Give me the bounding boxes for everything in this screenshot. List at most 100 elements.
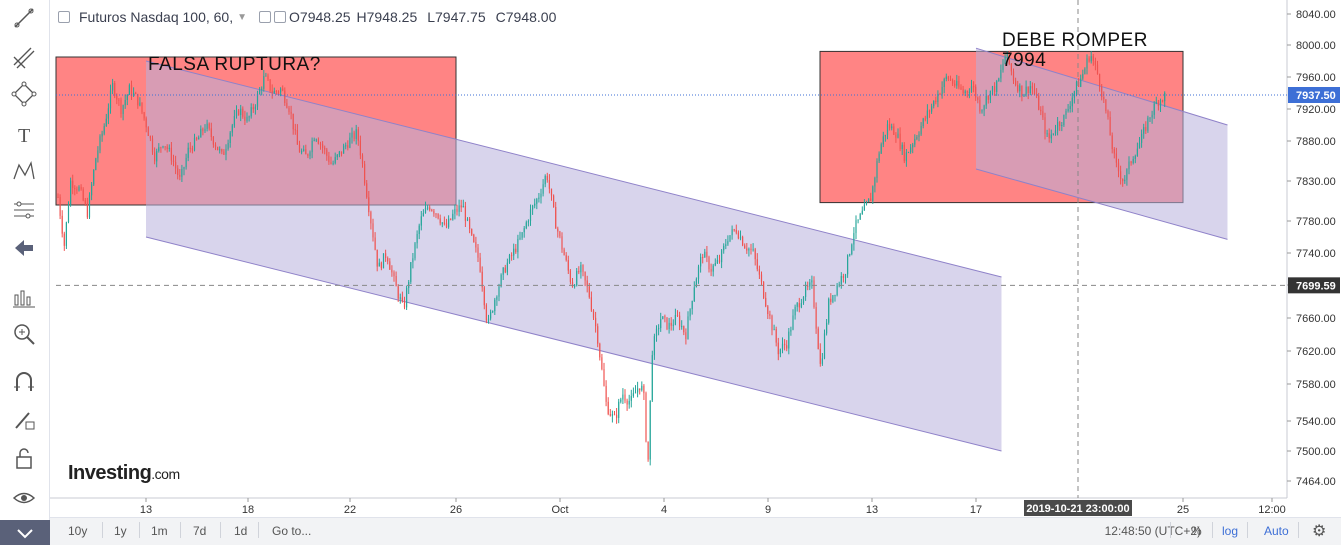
candle-body — [725, 244, 727, 246]
candle-body — [775, 329, 777, 343]
candle-body — [397, 286, 399, 299]
candle-body — [737, 232, 739, 239]
candle-body — [275, 91, 277, 92]
candle-body — [592, 310, 595, 318]
candle-body — [532, 205, 534, 210]
candle-body — [498, 286, 500, 297]
settings-icon[interactable] — [259, 11, 272, 23]
bar-chart-icon[interactable] — [8, 284, 40, 312]
candle-body — [943, 79, 945, 87]
candle-body — [458, 205, 460, 212]
range-1y[interactable]: 1y — [114, 524, 127, 538]
x-tick-label: 12:00 — [1258, 504, 1286, 516]
range-1m[interactable]: 1m — [151, 524, 168, 538]
chevron-down-icon[interactable]: ▼ — [237, 11, 248, 23]
candle-body — [254, 106, 256, 110]
candle-body — [403, 301, 406, 308]
candle-body — [303, 149, 305, 151]
gear-icon[interactable] — [274, 11, 287, 23]
candle-body — [277, 91, 280, 93]
candle-body — [653, 336, 655, 356]
annotation-must-break[interactable]: DEBE ROMPER — [1002, 30, 1148, 51]
candle-body — [420, 216, 422, 226]
candle-body — [605, 385, 607, 402]
candle-body — [901, 144, 903, 149]
range-1d[interactable]: 1d — [234, 524, 248, 538]
range-7d[interactable]: 7d — [193, 524, 207, 538]
eye-icon[interactable] — [8, 484, 40, 512]
fib-icon[interactable] — [8, 44, 40, 72]
clock-readout: 12:48:50 (UTC+2) — [1104, 524, 1201, 538]
trend-line-icon[interactable] — [8, 4, 40, 32]
candle-body — [544, 175, 546, 185]
x-tick-label: 13 — [866, 504, 878, 516]
candle-body — [886, 124, 889, 135]
zoom-icon[interactable] — [8, 320, 40, 348]
candle-body — [809, 282, 811, 287]
candle-body — [109, 90, 112, 109]
candle-body — [334, 157, 336, 164]
candle-body — [139, 102, 141, 106]
candle-body — [456, 208, 458, 212]
chevron-down-icon[interactable] — [0, 520, 50, 545]
symbol-label[interactable]: Futuros Nasdaq 100, 60, — [79, 9, 234, 25]
candle-body — [645, 393, 647, 442]
unlock-icon[interactable] — [8, 444, 40, 472]
goto-button[interactable]: Go to... — [272, 524, 312, 538]
y-tick-label: 7740.00 — [1296, 248, 1336, 260]
y-tick-label: 7830.00 — [1296, 176, 1336, 188]
range-10y[interactable]: 10y — [68, 524, 88, 538]
candle-body — [172, 160, 175, 162]
candle-body — [1151, 114, 1153, 118]
percent-toggle[interactable]: % — [1191, 524, 1202, 538]
price-axis[interactable] — [1287, 0, 1341, 517]
candle-body — [357, 129, 359, 141]
candle-body — [175, 162, 177, 169]
chart-header: Futuros Nasdaq 100, 60, ▼ O7948.25 H7948… — [58, 6, 563, 28]
candle-body — [189, 147, 191, 149]
candle-body — [114, 83, 116, 96]
candle-body — [704, 251, 706, 258]
candle-body — [301, 150, 303, 153]
collapse-icon[interactable] — [58, 11, 70, 23]
price-axis-ticks: 7464.00 7500.00 7540.00 7580.00 7620.00 7660.… — [1287, 9, 1336, 488]
candle-body — [292, 113, 294, 130]
candle-body — [469, 218, 471, 229]
candle-body — [519, 237, 521, 239]
candle-body — [1162, 100, 1164, 102]
back-arrow-icon[interactable] — [8, 234, 40, 262]
pattern-icon[interactable] — [8, 80, 40, 108]
annotation-level[interactable]: 7994 — [1002, 50, 1047, 71]
magnet-icon[interactable] — [8, 368, 40, 396]
candle-body — [834, 295, 836, 296]
candle-body — [550, 188, 553, 196]
candle-body — [628, 400, 630, 405]
lock-drawing-icon[interactable] — [8, 406, 40, 434]
measure-icon[interactable] — [8, 196, 40, 224]
candle-body — [464, 206, 466, 221]
candle-body — [1050, 134, 1052, 139]
candle-body — [103, 126, 105, 134]
candle-body — [601, 357, 603, 370]
candle-body — [105, 118, 107, 127]
candle-body — [710, 269, 712, 272]
candle-body — [133, 92, 135, 96]
candle-body — [731, 229, 733, 236]
log-toggle[interactable]: log — [1222, 524, 1239, 538]
last-price-box — [1288, 87, 1340, 103]
candle-body — [324, 147, 326, 150]
xabcd-icon[interactable] — [8, 158, 40, 186]
candle-body — [721, 250, 723, 263]
candle-body — [177, 168, 179, 175]
text-icon[interactable]: T — [8, 120, 40, 148]
candle-body — [828, 298, 830, 323]
auto-toggle[interactable]: Auto — [1264, 524, 1289, 538]
candle-body — [496, 296, 498, 300]
candle-body — [968, 91, 970, 93]
low-value: L7947.75 — [427, 9, 486, 25]
annotation-false-breakout[interactable]: FALSA RUPTURA? — [148, 54, 321, 75]
candle-body — [508, 254, 511, 263]
gear-icon[interactable]: ⚙ — [1312, 523, 1327, 540]
candle-body — [158, 147, 160, 151]
